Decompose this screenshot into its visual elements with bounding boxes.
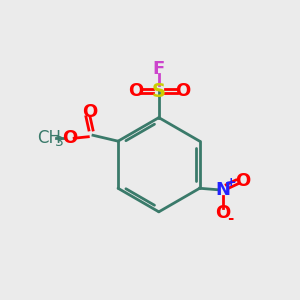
Text: N: N [216, 181, 231, 199]
Text: -: - [227, 211, 234, 226]
Text: O: O [175, 82, 190, 100]
Text: +: + [225, 176, 236, 189]
Text: O: O [216, 204, 231, 222]
Text: O: O [235, 172, 250, 190]
Text: O: O [62, 129, 77, 147]
Text: O: O [128, 82, 143, 100]
Text: O: O [82, 103, 98, 121]
Text: 3: 3 [55, 135, 64, 149]
Text: S: S [152, 82, 166, 100]
Text: CH: CH [38, 129, 62, 147]
Text: F: F [153, 60, 165, 78]
